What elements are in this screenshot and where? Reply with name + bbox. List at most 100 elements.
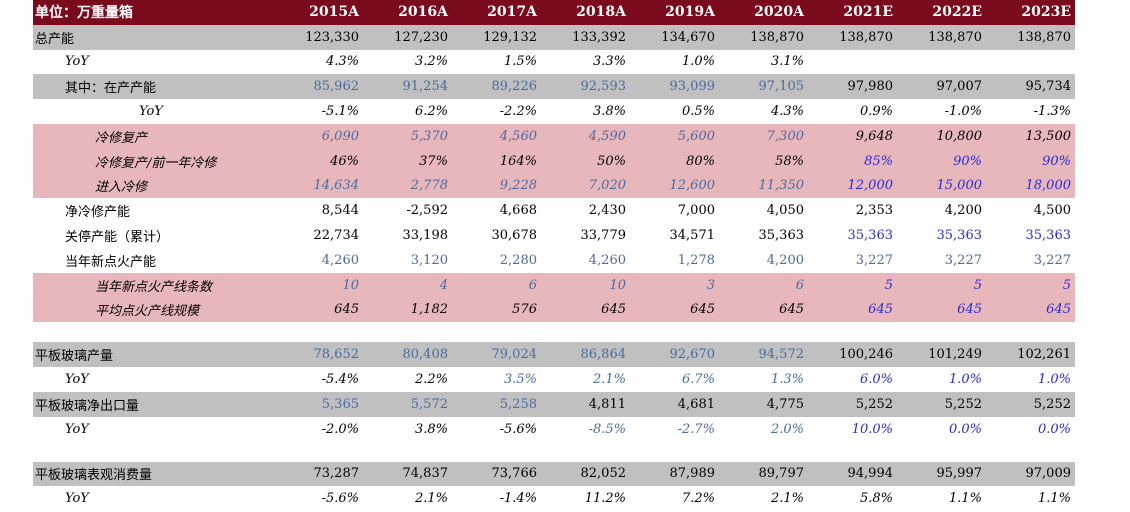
- spacer-cell: [452, 322, 541, 343]
- value-cell: 13,500: [986, 123, 1075, 149]
- table-row-net-export-yoy: YoY -2.0% 3.8% -5.6% -8.5% -2.7% 2.0% 10.0% 0.0%…: [33, 416, 1075, 442]
- spacer-cell: [630, 322, 719, 343]
- value-cell: 92,670: [630, 342, 719, 368]
- value-cell: -2.7%: [630, 416, 719, 442]
- value-cell: 645: [630, 297, 719, 323]
- value-cell: 1.0%: [630, 49, 719, 75]
- value-cell: 645: [986, 297, 1075, 323]
- table-row-net-export: 平板玻璃净出口量 5,365 5,572 5,258 4,811 4,681 4,775 5,…: [33, 391, 1075, 417]
- value-cell: 2.2%: [363, 367, 452, 392]
- value-cell: 4,681: [630, 391, 719, 417]
- spacer-cell: [986, 322, 1075, 343]
- unit-label: 单位：万重量箱: [33, 0, 274, 25]
- value-cell: -2,592: [363, 198, 452, 224]
- value-cell: 3.1%: [719, 49, 808, 75]
- value-cell: -1.0%: [897, 99, 986, 124]
- row-label: YoY: [33, 367, 274, 392]
- value-cell: 3.2%: [363, 49, 452, 75]
- row-label: 当年新点火产线条数: [33, 272, 274, 298]
- value-cell: 95,734: [986, 74, 1075, 100]
- value-cell: 5: [986, 272, 1075, 298]
- value-cell: 7,300: [719, 123, 808, 149]
- value-cell: 3,120: [363, 247, 452, 273]
- row-label: 平板玻璃表观消费量: [33, 461, 274, 487]
- value-cell: -8.5%: [541, 416, 630, 442]
- value-cell: 7,000: [630, 198, 719, 224]
- value-cell: 1.0%: [986, 367, 1075, 392]
- value-cell: 164%: [452, 148, 541, 174]
- value-cell: [808, 49, 897, 75]
- spacer-cell: [630, 441, 719, 462]
- value-cell: [897, 49, 986, 75]
- spacer-cell: [33, 322, 274, 343]
- value-cell: -5.1%: [274, 99, 363, 124]
- value-cell: 645: [808, 297, 897, 323]
- year-header-2021e: 2021E: [808, 0, 897, 25]
- value-cell: 35,363: [986, 223, 1075, 248]
- value-cell: 8,544: [274, 198, 363, 224]
- value-cell: 5,258: [452, 391, 541, 417]
- value-cell: 123,330: [274, 24, 363, 50]
- value-cell: 0.0%: [986, 416, 1075, 442]
- year-header-2017a: 2017A: [452, 0, 541, 25]
- table-row-avg-line-scale: 平均点火产线规模 645 1,182 576 645 645 645 645 645 645: [33, 297, 1075, 323]
- value-cell: 5,600: [630, 123, 719, 149]
- value-cell: 15,000: [897, 173, 986, 199]
- value-cell: 3: [630, 272, 719, 298]
- spacer-cell: [986, 441, 1075, 462]
- value-cell: 4,811: [541, 391, 630, 417]
- value-cell: 138,870: [986, 24, 1075, 50]
- value-cell: 18,000: [986, 173, 1075, 199]
- value-cell: 95,997: [897, 461, 986, 487]
- value-cell: 94,572: [719, 342, 808, 368]
- value-cell: [986, 49, 1075, 75]
- row-label: 关停产能（累计）: [33, 223, 274, 248]
- value-cell: -5.6%: [452, 416, 541, 442]
- value-cell: 0.5%: [630, 99, 719, 124]
- value-cell: 2,280: [452, 247, 541, 273]
- value-cell: 6: [452, 272, 541, 298]
- value-cell: 3.3%: [541, 49, 630, 75]
- glass-capacity-table: 单位：万重量箱 2015A 2016A 2017A 2018A 2019A 20…: [33, 0, 1075, 512]
- table-row-shutdown-capacity: 关停产能（累计） 22,734 33,198 30,678 33,779 34,571 35…: [33, 223, 1075, 248]
- value-cell: 4,668: [452, 198, 541, 224]
- table-row-flat-glass-output-yoy: YoY -5.4% 2.2% 3.5% 2.1% 6.7% 1.3% 6.0% 1.0% 1.0%: [33, 367, 1075, 392]
- value-cell: 33,779: [541, 223, 630, 248]
- value-cell: 5: [897, 272, 986, 298]
- value-cell: 87,989: [630, 461, 719, 487]
- value-cell: 73,287: [274, 461, 363, 487]
- value-cell: 14,634: [274, 173, 363, 199]
- value-cell: 85%: [808, 148, 897, 174]
- value-cell: 35,363: [808, 223, 897, 248]
- value-cell: 2,353: [808, 198, 897, 224]
- value-cell: 2.1%: [719, 486, 808, 512]
- value-cell: 4,775: [719, 391, 808, 417]
- value-cell: 5,365: [274, 391, 363, 417]
- table-body: 总产能 123,330 127,230 129,132 133,392 134,670 13…: [33, 24, 1075, 512]
- year-header-2022e: 2022E: [897, 0, 986, 25]
- value-cell: 35,363: [897, 223, 986, 248]
- value-cell: -5.4%: [274, 367, 363, 392]
- value-cell: 3.8%: [363, 416, 452, 442]
- spacer-cell: [719, 441, 808, 462]
- value-cell: 127,230: [363, 24, 452, 50]
- value-cell: 1.1%: [986, 486, 1075, 512]
- value-cell: 100,246: [808, 342, 897, 368]
- value-cell: 30,678: [452, 223, 541, 248]
- value-cell: 10,800: [897, 123, 986, 149]
- value-cell: 89,797: [719, 461, 808, 487]
- spacer-cell: [541, 322, 630, 343]
- value-cell: 86,864: [541, 342, 630, 368]
- value-cell: 9,648: [808, 123, 897, 149]
- value-cell: 645: [274, 297, 363, 323]
- value-cell: 11,350: [719, 173, 808, 199]
- value-cell: 645: [897, 297, 986, 323]
- value-cell: 6.0%: [808, 367, 897, 392]
- value-cell: 4,560: [452, 123, 541, 149]
- year-header-2020a: 2020A: [719, 0, 808, 25]
- value-cell: 1.0%: [897, 367, 986, 392]
- spacer-cell: [33, 441, 274, 462]
- value-cell: 58%: [719, 148, 808, 174]
- spacer-cell: [541, 441, 630, 462]
- value-cell: 102,261: [986, 342, 1075, 368]
